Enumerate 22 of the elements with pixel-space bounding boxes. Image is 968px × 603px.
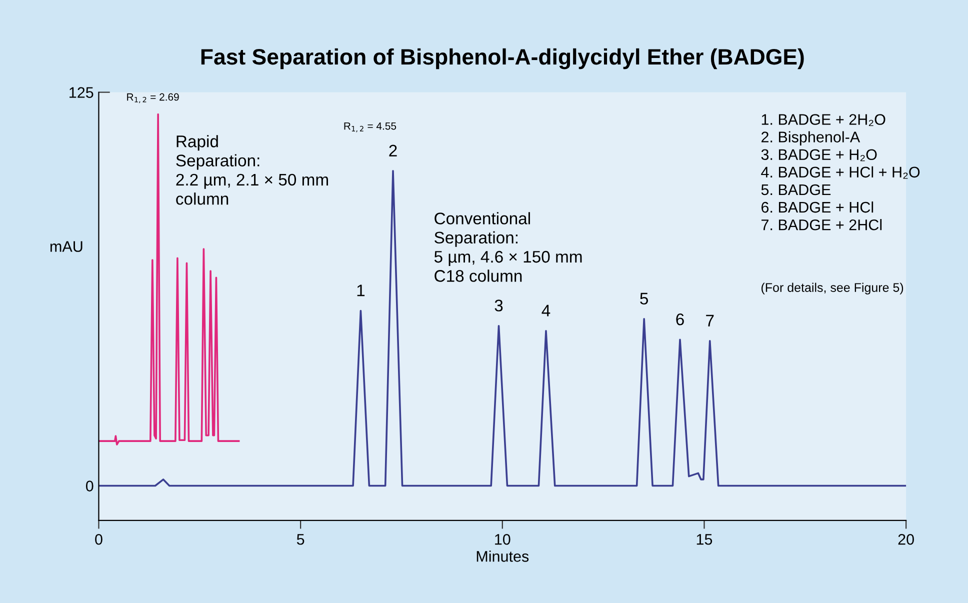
x-tick-label: 10	[495, 534, 510, 545]
x-tick-label: 20	[898, 534, 914, 545]
annotation: 1	[357, 284, 365, 296]
x-tick-label: 15	[696, 534, 712, 545]
y-tick-label: 125	[70, 87, 94, 98]
annotation: 6	[676, 313, 684, 326]
annotation: R$_{1,2}$ = 2.69	[127, 93, 179, 104]
annotation: 7	[706, 314, 714, 326]
annotation: 1. BADGE + 2H₂O 2. Bisphenol-A 3. BADGE + H₂O 4. BADGE + HCl + H₂O 5. BADGE 6. BADGE + HCl 7. BADGE + 2HCl	[761, 114, 920, 230]
x-tick-label: 0	[95, 534, 102, 545]
annotation: 2	[389, 144, 397, 156]
annotation: 3	[494, 300, 503, 312]
chart-title: Fast Separation of Bisphenol-A-diglycidyl Ether (BADGE)	[201, 48, 804, 70]
x-axis-title: Minutes	[476, 550, 529, 562]
y-axis-title: mAU	[50, 241, 82, 252]
annotation: 5	[640, 292, 648, 305]
annotation: (For details, see Figure 5)	[762, 282, 904, 294]
annotation: 4	[542, 304, 550, 316]
annotation: Rapid Separation: 2.2 µm, 2.1 × 50 mm column	[176, 135, 328, 205]
annotation: R$_{1,2}$ = 4.55	[344, 122, 396, 132]
annotation: Conventional Separation: 5 µm, 4.6 × 150 mm C18 column	[434, 212, 582, 282]
x-tick-label: 5	[296, 534, 304, 545]
